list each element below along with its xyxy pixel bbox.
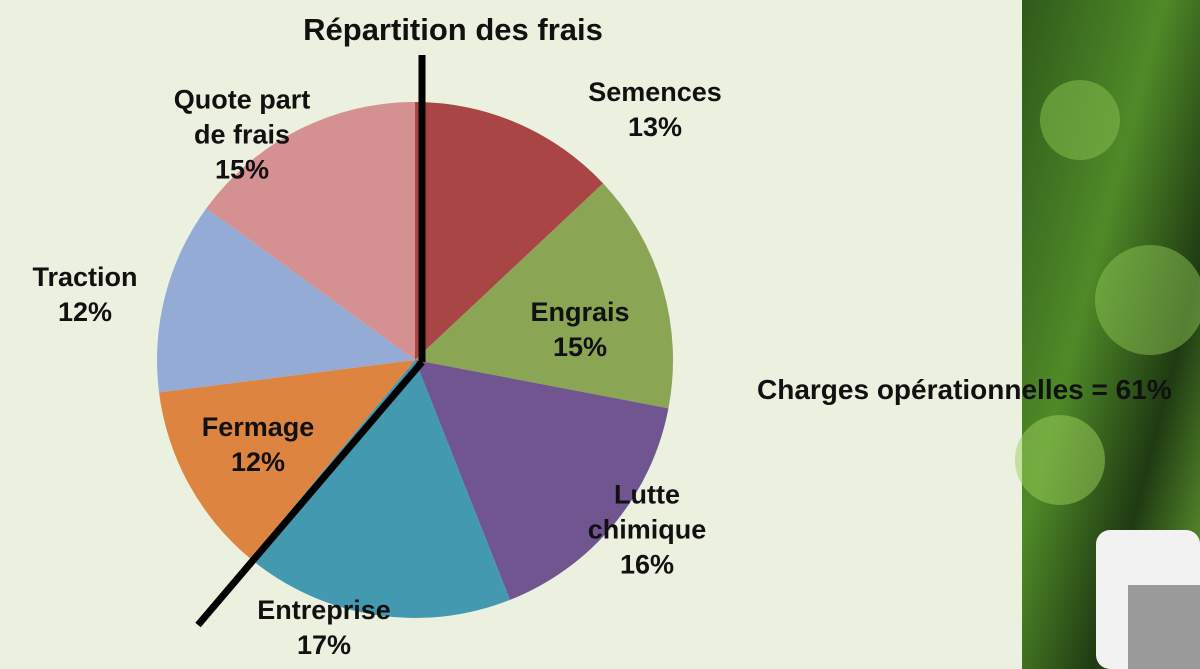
slide: Répartition des frais Charges opérationn… xyxy=(0,0,1200,669)
category-label: Lutte chimique xyxy=(577,477,717,547)
category-label: Entreprise xyxy=(224,593,424,628)
category-label: Traction xyxy=(0,260,175,295)
logo-mark xyxy=(1128,585,1200,669)
category-label: Semences xyxy=(555,75,755,110)
value-label: 12% xyxy=(168,445,348,480)
category-label: Quote part de frais xyxy=(157,82,327,152)
category-label: Engrais xyxy=(505,295,655,330)
leaf xyxy=(1015,415,1105,505)
leaf xyxy=(1095,245,1200,355)
value-label: 13% xyxy=(555,110,755,145)
leaf xyxy=(1040,80,1120,160)
annotation: Charges opérationnelles = 61% xyxy=(757,370,1200,411)
value-label: 17% xyxy=(224,628,424,663)
category-label: Fermage xyxy=(168,410,348,445)
chart-title: Répartition des frais xyxy=(303,12,603,48)
value-label: 15% xyxy=(157,153,327,188)
value-label: 16% xyxy=(577,548,717,583)
value-label: 12% xyxy=(0,295,175,330)
value-label: 15% xyxy=(505,330,655,365)
